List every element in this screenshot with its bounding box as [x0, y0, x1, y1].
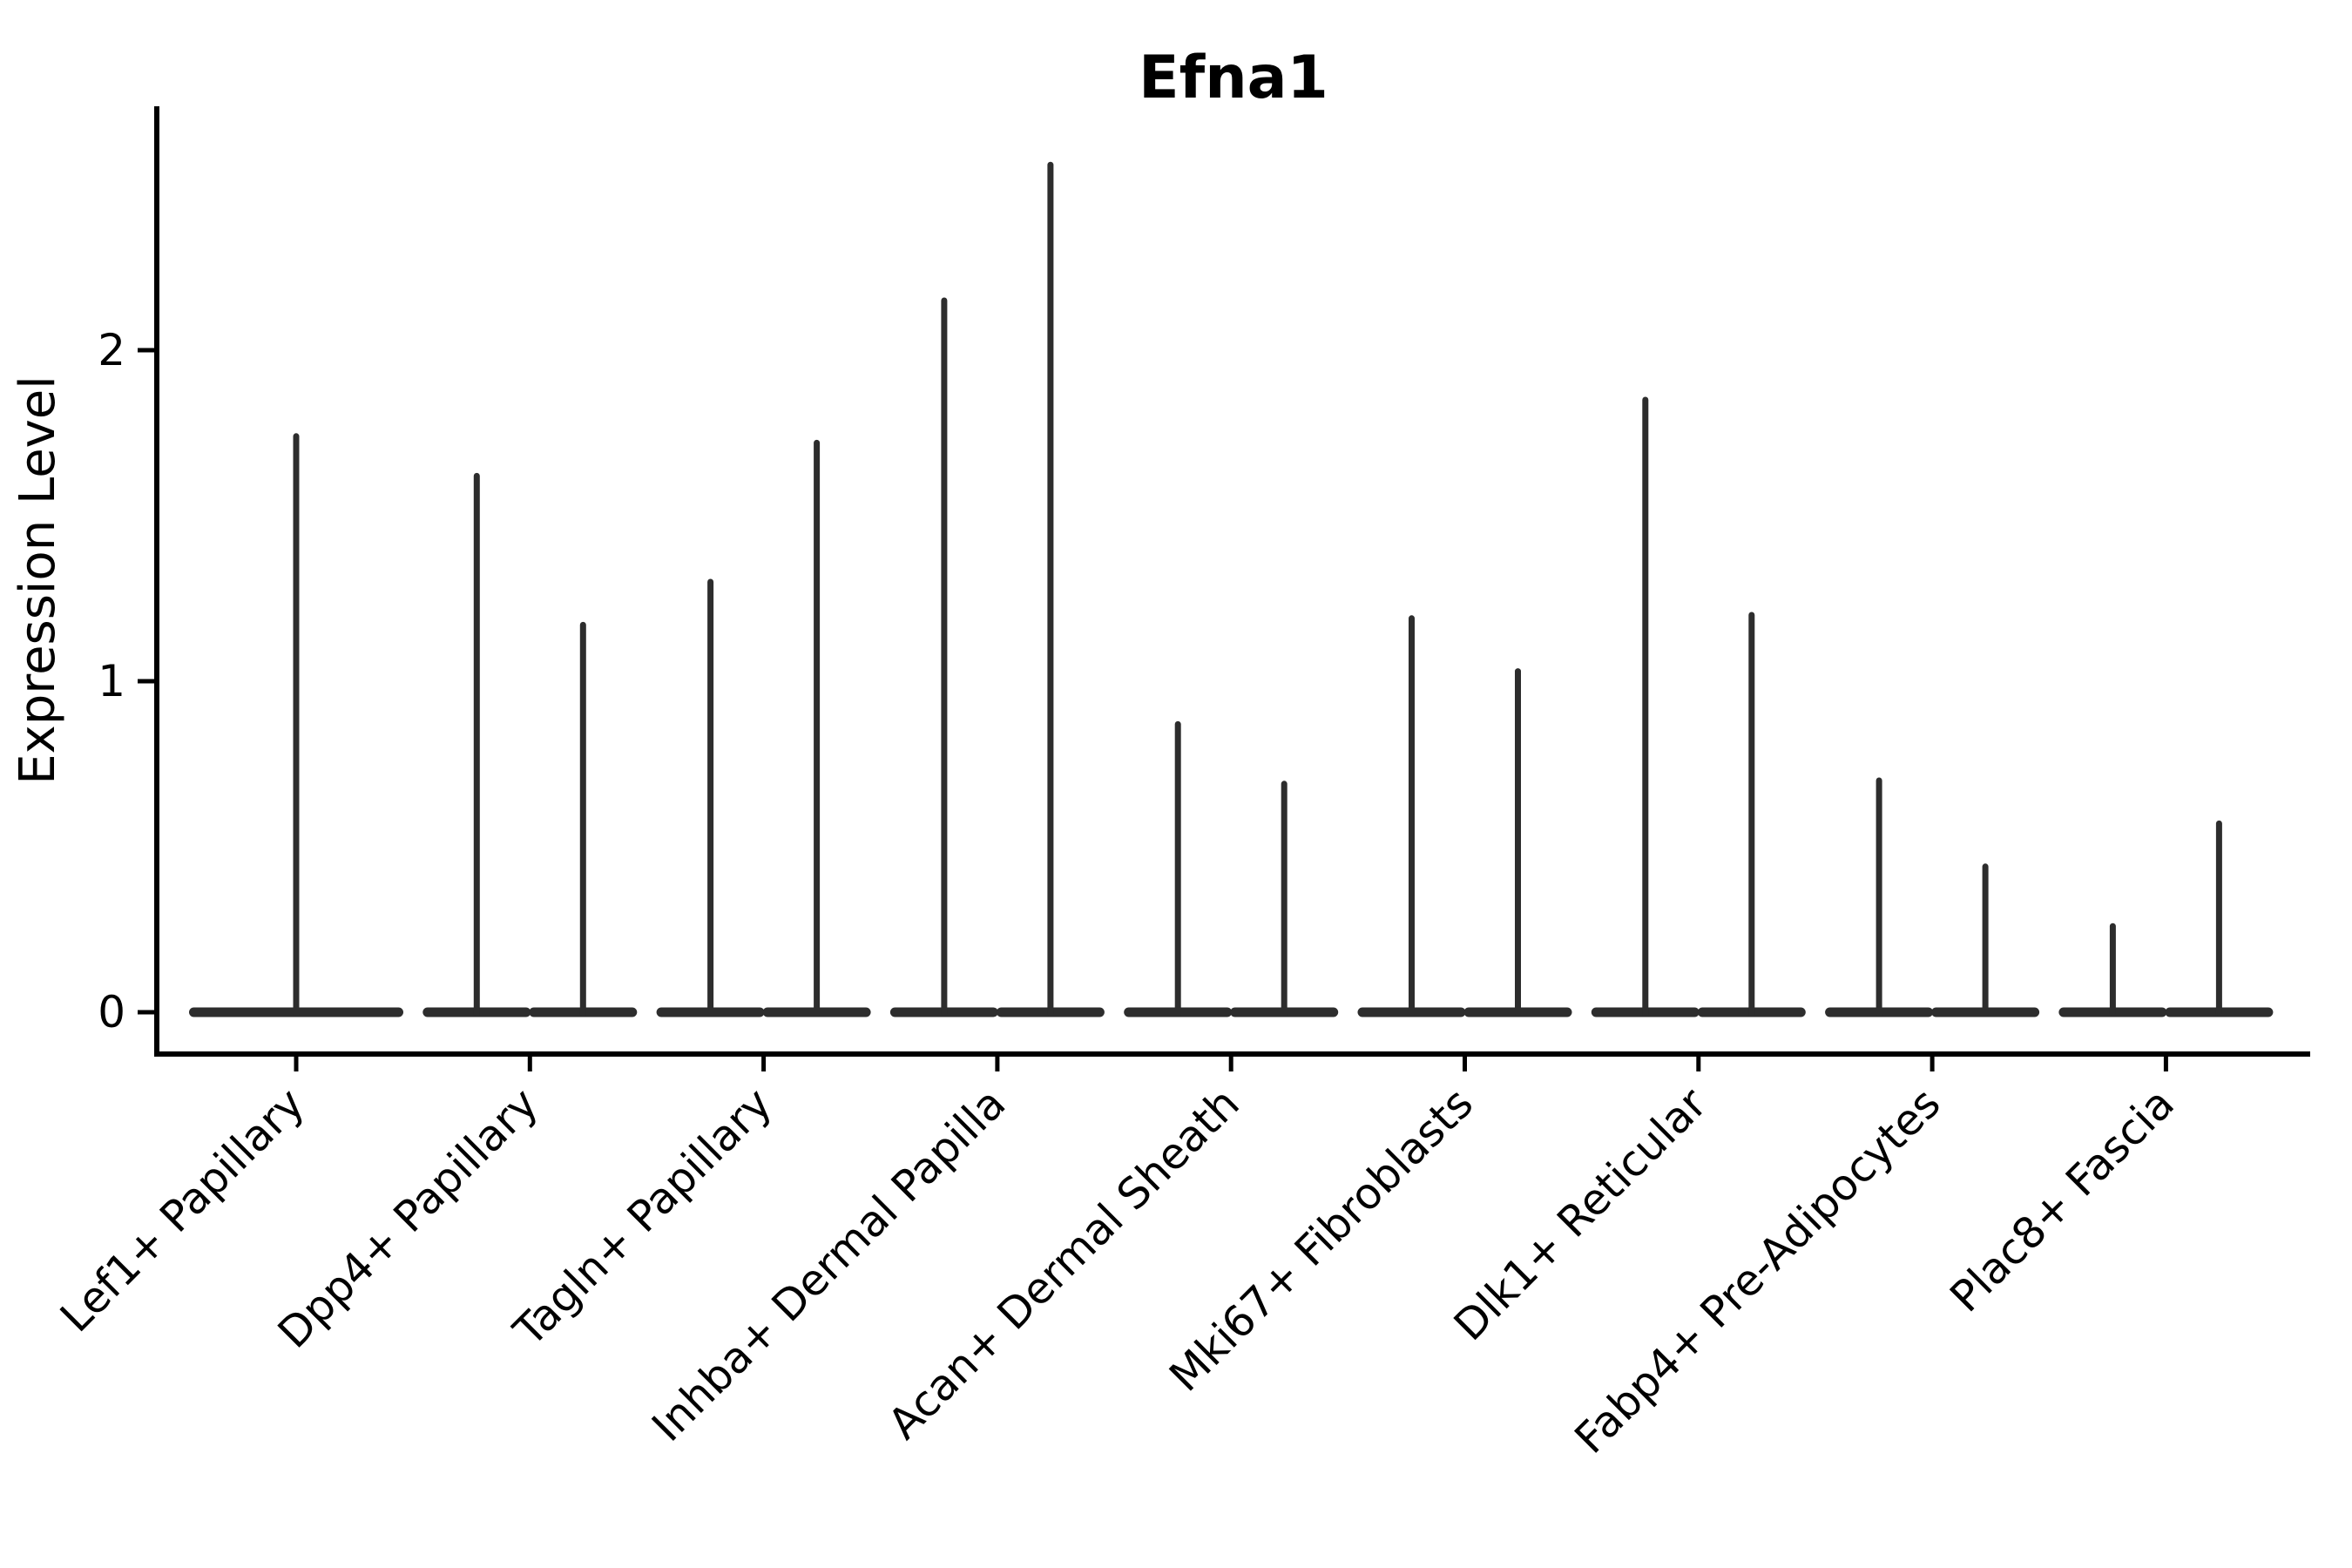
x-tick-label: Dpp4+ Papillary [268, 1078, 547, 1357]
y-tick-label: 1 [98, 656, 125, 706]
y-axis-label: Expression Level [10, 375, 66, 785]
chart-title: Efna1 [1139, 44, 1328, 112]
y-tick-label: 2 [98, 325, 125, 375]
x-tick-label: Dlk1+ Reticular [1444, 1078, 1717, 1351]
x-tick-label: Tagln+ Papillary [504, 1078, 781, 1356]
y-tick-label: 0 [98, 987, 125, 1037]
x-tick-label: Plac8+ Fascia [1941, 1078, 2184, 1321]
x-tick-label: Lef1+ Papillary [51, 1078, 314, 1342]
